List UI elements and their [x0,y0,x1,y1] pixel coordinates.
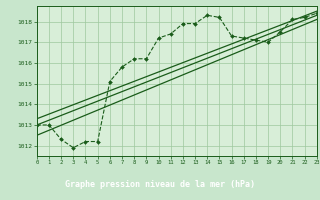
Text: Graphe pression niveau de la mer (hPa): Graphe pression niveau de la mer (hPa) [65,180,255,189]
